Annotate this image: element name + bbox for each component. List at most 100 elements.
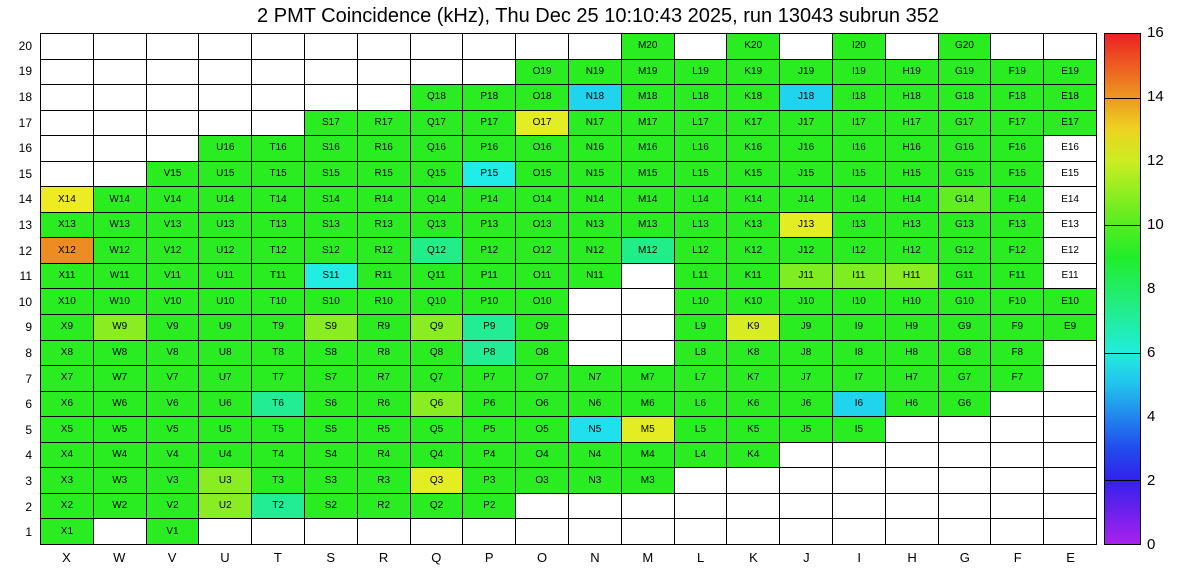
heatmap-cell: G8 <box>937 339 991 366</box>
cell-label: W5 <box>112 423 128 435</box>
heatmap-cell: S10 <box>303 288 357 315</box>
cell-label: Q4 <box>429 449 444 461</box>
heatmap-cell: R13 <box>356 211 410 238</box>
heatmap-cell: J18 <box>779 84 832 110</box>
heatmap-cell: I9 <box>831 314 885 340</box>
heatmap-cell <box>462 58 516 85</box>
heatmap-cell: J16 <box>779 135 832 161</box>
heatmap-cell: N12 <box>567 237 621 263</box>
heatmap-cell: G7 <box>937 365 991 391</box>
cell-label: I14 <box>851 193 866 205</box>
heatmap-cell: P9 <box>462 314 516 340</box>
cell-label: V5 <box>166 423 179 435</box>
heatmap-cell: S3 <box>303 467 357 493</box>
heatmap-cell: F14 <box>990 186 1044 212</box>
cell-label: H7 <box>905 372 919 384</box>
cell-label: S10 <box>321 295 340 307</box>
heatmap-cell: Q7 <box>409 365 463 391</box>
cell-label: H16 <box>902 142 921 154</box>
cell-label: O18 <box>532 91 552 103</box>
cell-label: M15 <box>637 168 658 180</box>
heatmap-cell: I11 <box>831 262 885 289</box>
cell-label: O11 <box>533 270 552 282</box>
cell-label: H15 <box>902 168 921 180</box>
heatmap-cell: R5 <box>356 416 410 442</box>
cell-label: Q6 <box>429 397 444 409</box>
heatmap-cell: M13 <box>620 211 674 238</box>
heatmap-cell <box>462 518 516 544</box>
heatmap-cell: K18 <box>726 84 780 110</box>
cell-label: N18 <box>585 91 605 103</box>
heatmap-cell: E15 <box>1043 160 1096 187</box>
cell-label: O8 <box>535 346 549 358</box>
cell-label: I7 <box>854 372 864 384</box>
heatmap-cell: G14 <box>937 186 991 212</box>
y-axis-label: 9 <box>25 320 32 335</box>
cell-label: S13 <box>321 219 340 231</box>
heatmap-cell: U5 <box>198 416 252 442</box>
heatmap-cell <box>990 33 1044 59</box>
heatmap-cell <box>620 492 674 519</box>
cell-label: S14 <box>321 193 340 205</box>
cell-label: O17 <box>532 116 552 128</box>
cell-label: O12 <box>532 244 552 256</box>
x-axis-label: F <box>1013 550 1022 565</box>
cell-label: E13 <box>1061 219 1079 231</box>
heatmap-cell: K8 <box>726 339 780 366</box>
heatmap-cell: Q15 <box>409 160 463 187</box>
heatmap-cell: T13 <box>251 211 304 238</box>
heatmap-cell: M20 <box>620 33 674 59</box>
heatmap-cell: P3 <box>462 467 516 493</box>
heatmap-cell <box>673 467 727 493</box>
heatmap-cell: V8 <box>145 339 199 366</box>
heatmap-cell: K12 <box>726 237 780 263</box>
cell-label: X14 <box>58 193 76 205</box>
heatmap-cell: X4 <box>40 441 93 468</box>
heatmap-cell: E14 <box>1043 186 1096 212</box>
heatmap-cell: Q13 <box>409 211 463 238</box>
heatmap-cell: X6 <box>40 390 93 417</box>
heatmap-cell: M4 <box>620 441 674 468</box>
heatmap-cell: O4 <box>515 441 568 468</box>
heatmap-cell: E9 <box>1043 314 1096 340</box>
cell-label: I17 <box>851 116 866 128</box>
heatmap-cell: H17 <box>884 109 938 136</box>
x-axis-label: H <box>907 550 917 565</box>
cell-label: P6 <box>483 397 496 409</box>
heatmap-cell: J15 <box>779 160 832 187</box>
heatmap-cell <box>779 518 832 544</box>
heatmap-cell: R9 <box>356 314 410 340</box>
cell-label: Q2 <box>429 500 444 512</box>
cell-label: R11 <box>374 270 393 282</box>
heatmap-cell: L15 <box>673 160 727 187</box>
cell-label: K17 <box>744 116 763 128</box>
heatmap-cell <box>831 492 885 519</box>
heatmap-cell: W4 <box>92 441 146 468</box>
colorbar-tick-label: 6 <box>1147 344 1156 361</box>
cell-label: T13 <box>269 219 287 231</box>
heatmap-cell: I14 <box>831 186 885 212</box>
cell-label: T3 <box>272 474 284 486</box>
heatmap-cell: X11 <box>40 262 93 289</box>
heatmap-cell: K20 <box>726 33 780 59</box>
heatmap-cell: U12 <box>198 237 252 263</box>
cell-label: J8 <box>800 346 812 358</box>
heatmap-cell: N3 <box>567 467 621 493</box>
heatmap-cell: O12 <box>515 237 568 263</box>
cell-label: E10 <box>1061 295 1079 307</box>
cell-label: J9 <box>800 321 812 333</box>
cell-label: P2 <box>483 500 496 512</box>
cell-label: T14 <box>269 193 287 205</box>
cell-label: X11 <box>58 270 76 282</box>
heatmap-cell: I10 <box>831 288 885 315</box>
cell-label: M14 <box>637 193 658 205</box>
heatmap-cell: H9 <box>884 314 938 340</box>
heatmap-cell: J13 <box>779 211 832 238</box>
heatmap-cell: F18 <box>990 84 1044 110</box>
y-axis-label: 13 <box>18 218 32 232</box>
heatmap-cell <box>673 518 727 544</box>
heatmap-cell: W3 <box>92 467 146 493</box>
heatmap-cell: L14 <box>673 186 727 212</box>
y-axis-label: 3 <box>25 474 32 488</box>
